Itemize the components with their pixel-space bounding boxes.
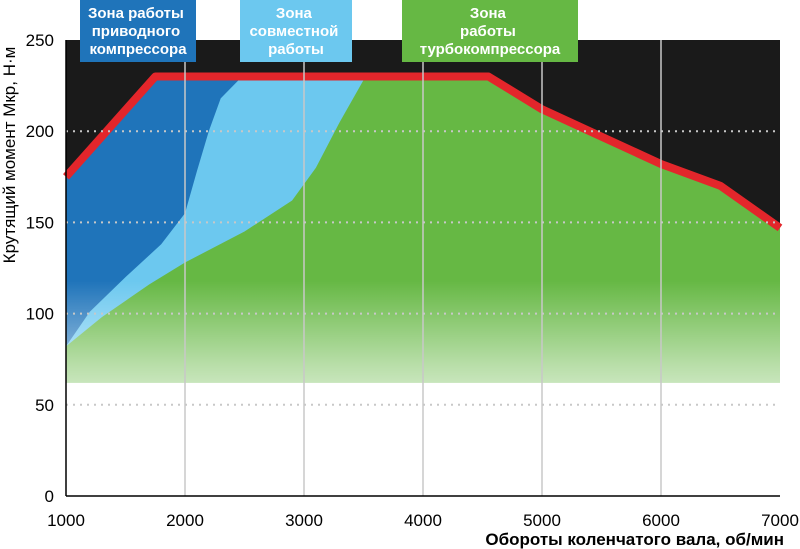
- svg-text:Зона совместной ра: Зона совместной работы: [249, 5, 342, 58]
- x-tick-label: 2000: [166, 511, 204, 530]
- x-tick-label: 7000: [761, 511, 799, 530]
- y-axis-title: Крутящий момент Мкр, Н·м: [0, 47, 19, 264]
- x-tick-label: 4000: [404, 511, 442, 530]
- zone-mechanical-line-3: компрессора: [89, 41, 187, 58]
- x-tick-label: 5000: [523, 511, 561, 530]
- zone-turbo-line-2: работы: [460, 23, 516, 40]
- zone-mechanical-line-2: приводного: [92, 23, 180, 40]
- zone-combined-line-3: работы: [268, 41, 324, 58]
- y-tick-label: 250: [26, 31, 54, 50]
- zone-label-turbo: Зона работы турбокомпрессора: [402, 0, 578, 62]
- y-tick-label: 150: [26, 213, 54, 232]
- zone-label-mechanical: Зона работы приводного компрессора: [80, 0, 196, 62]
- x-tick-label: 6000: [642, 511, 680, 530]
- svg-text:Зона работы приводного: Зона работы приводного компрессора: [88, 5, 188, 58]
- zone-combined-line-1: Зона: [276, 5, 313, 22]
- zone-mechanical-line-1: Зона работы: [88, 5, 184, 22]
- x-axis-title: Обороты коленчатого вала, об/мин: [485, 530, 784, 549]
- x-tick-label: 1000: [47, 511, 85, 530]
- zone-turbo-line-1: Зона: [470, 5, 507, 22]
- zone-combined-line-2: совместной: [249, 23, 338, 40]
- y-tick-label: 0: [45, 487, 54, 506]
- y-tick-label: 200: [26, 122, 54, 141]
- zone-turbo-line-3: турбокомпрессора: [420, 41, 561, 58]
- x-tick-label: 3000: [285, 511, 323, 530]
- zone-label-combined: Зона совместной работы: [240, 0, 352, 62]
- y-tick-label: 100: [26, 305, 54, 324]
- svg-text:Зона работы турбок: Зона работы турбокомпрессора: [420, 5, 561, 58]
- y-tick-label: 50: [35, 396, 54, 415]
